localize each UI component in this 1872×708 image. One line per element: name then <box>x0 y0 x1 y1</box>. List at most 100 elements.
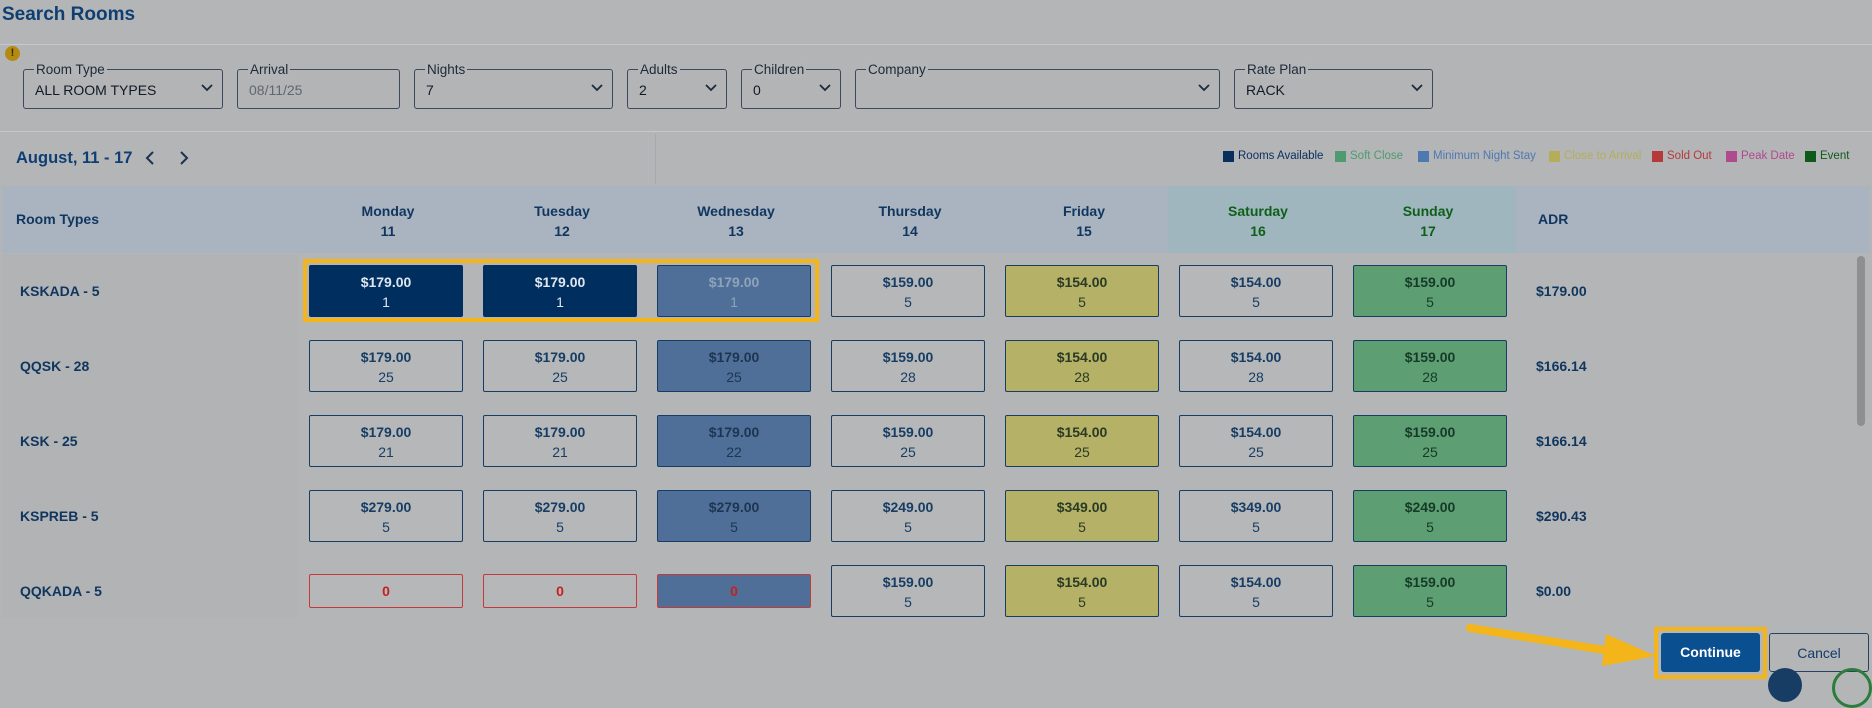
rate-cell[interactable]: $179.00 1 <box>657 265 811 317</box>
cell-price: $154.00 <box>1230 349 1282 365</box>
rate-plan-select[interactable]: Rate Plan RACK <box>1234 62 1433 109</box>
day-name: Wednesday <box>697 203 775 219</box>
status-icon[interactable] <box>1832 668 1872 708</box>
cell-count: 28 <box>900 369 916 385</box>
cell-price: $249.00 <box>882 499 934 515</box>
cell-count: 5 <box>382 519 390 535</box>
cell-price: $159.00 <box>882 424 934 440</box>
rate-cell[interactable]: $249.00 5 <box>1353 490 1507 542</box>
children-value: 0 <box>753 82 761 98</box>
cell-count: 0 <box>382 583 390 599</box>
week-range-label: August, 11 - 17 <box>16 149 133 167</box>
rate-cell[interactable]: $154.00 5 <box>1179 565 1333 617</box>
rate-cell[interactable]: $349.00 5 <box>1005 490 1159 542</box>
cell-count: 5 <box>1078 294 1086 310</box>
rate-cell[interactable]: $159.00 5 <box>831 565 985 617</box>
cell-price: $159.00 <box>1404 574 1456 590</box>
cell-count: 5 <box>904 519 912 535</box>
room-type-name: QQSK - 28 <box>20 358 90 374</box>
avatar[interactable] <box>1768 668 1802 702</box>
cell-count: 5 <box>556 519 564 535</box>
rate-cell[interactable]: $179.00 22 <box>657 415 811 467</box>
arrival-date-field[interactable]: Arrival 08/11/25 <box>237 62 400 109</box>
cell-count: 5 <box>1426 594 1434 610</box>
rate-cell[interactable]: $159.00 5 <box>1353 265 1507 317</box>
rate-cell[interactable]: $159.00 25 <box>831 415 985 467</box>
chevron-down-icon <box>1411 84 1423 92</box>
cell-count: 21 <box>378 444 394 460</box>
room-type-select[interactable]: Room Type ALL ROOM TYPES <box>23 62 223 109</box>
rate-cell[interactable]: $179.00 21 <box>483 415 637 467</box>
cell-price: $279.00 <box>534 499 586 515</box>
rate-cell[interactable]: $154.00 28 <box>1179 340 1333 392</box>
cell-count: 25 <box>726 369 742 385</box>
legend-item-soft-close: Soft Close <box>1335 150 1403 162</box>
rate-cell[interactable]: $179.00 25 <box>483 340 637 392</box>
rate-cell[interactable]: $154.00 5 <box>1005 265 1159 317</box>
rate-cell[interactable]: $154.00 5 <box>1179 265 1333 317</box>
rate-cell[interactable]: $154.00 5 <box>1005 565 1159 617</box>
cell-price: $154.00 <box>1230 424 1282 440</box>
cell-price: $154.00 <box>1056 424 1108 440</box>
rate-cell[interactable]: $179.00 21 <box>309 415 463 467</box>
adults-select[interactable]: Adults 2 <box>627 62 727 109</box>
rate-cell[interactable]: $179.00 1 <box>483 265 637 317</box>
rate-cell[interactable]: $179.00 25 <box>657 340 811 392</box>
cell-price: $154.00 <box>1056 349 1108 365</box>
room-types-column <box>2 254 298 618</box>
day-date: 14 <box>902 223 918 239</box>
cell-price: $179.00 <box>360 424 412 440</box>
rate-cell[interactable]: $279.00 5 <box>483 490 637 542</box>
day-name: Monday <box>361 203 415 219</box>
continue-button[interactable]: Continue <box>1661 633 1760 672</box>
sold-out-cell[interactable]: 0 <box>657 574 811 608</box>
day-header-wednesday: Wednesday 13 <box>666 201 806 241</box>
rate-cell[interactable]: $154.00 25 <box>1005 415 1159 467</box>
cell-price: $279.00 <box>360 499 412 515</box>
company-label: Company <box>866 62 928 78</box>
children-select[interactable]: Children 0 <box>741 62 841 109</box>
cell-count: 0 <box>730 583 738 599</box>
rate-cell[interactable]: $154.00 28 <box>1005 340 1159 392</box>
cell-price: $154.00 <box>1056 274 1108 290</box>
legend-swatch <box>1726 150 1737 162</box>
cell-count: 28 <box>1422 369 1438 385</box>
rate-cell[interactable]: $159.00 28 <box>831 340 985 392</box>
rate-cell[interactable]: $159.00 5 <box>1353 565 1507 617</box>
nights-select[interactable]: Nights 7 <box>414 62 613 109</box>
adr-value: $166.14 <box>1536 433 1587 449</box>
cell-price: $279.00 <box>708 499 760 515</box>
sold-out-cell[interactable]: 0 <box>483 574 637 608</box>
cell-price: $179.00 <box>708 349 760 365</box>
rate-cell[interactable]: $249.00 5 <box>831 490 985 542</box>
rate-cell[interactable]: $349.00 5 <box>1179 490 1333 542</box>
rate-cell[interactable]: $159.00 28 <box>1353 340 1507 392</box>
adr-header: ADR <box>1538 211 1569 227</box>
rate-cell[interactable]: $279.00 5 <box>309 490 463 542</box>
sold-out-cell[interactable]: 0 <box>309 574 463 608</box>
legend-item-peak-date: Peak Date <box>1726 150 1795 162</box>
rate-cell[interactable]: $179.00 1 <box>309 265 463 317</box>
legend-label: Close to Arrival <box>1564 150 1642 162</box>
cell-price: $179.00 <box>708 424 760 440</box>
company-select[interactable]: Company <box>855 62 1220 109</box>
legend-label: Event <box>1820 150 1850 162</box>
previous-week-icon[interactable] <box>142 149 158 167</box>
cell-price: $154.00 <box>1056 574 1108 590</box>
cell-count: 5 <box>1426 294 1434 310</box>
rate-cell[interactable]: $159.00 25 <box>1353 415 1507 467</box>
next-week-icon[interactable] <box>176 149 192 167</box>
rate-cell[interactable]: $279.00 5 <box>657 490 811 542</box>
info-icon[interactable]: ! <box>5 46 20 61</box>
day-name: Sunday <box>1402 203 1454 219</box>
cancel-button[interactable]: Cancel <box>1769 633 1869 672</box>
rate-cell[interactable]: $179.00 25 <box>309 340 463 392</box>
weekend-header-highlight <box>1168 186 1516 253</box>
rate-cell[interactable]: $154.00 25 <box>1179 415 1333 467</box>
rate-cell[interactable]: $159.00 5 <box>831 265 985 317</box>
room-type-name: KSKADA - 5 <box>20 283 100 299</box>
room-type-value: ALL ROOM TYPES <box>35 82 157 98</box>
legend-label: Sold Out <box>1667 150 1712 162</box>
grid-scrollbar[interactable] <box>1857 256 1865 426</box>
room-type-name: KSPREB - 5 <box>20 508 99 524</box>
